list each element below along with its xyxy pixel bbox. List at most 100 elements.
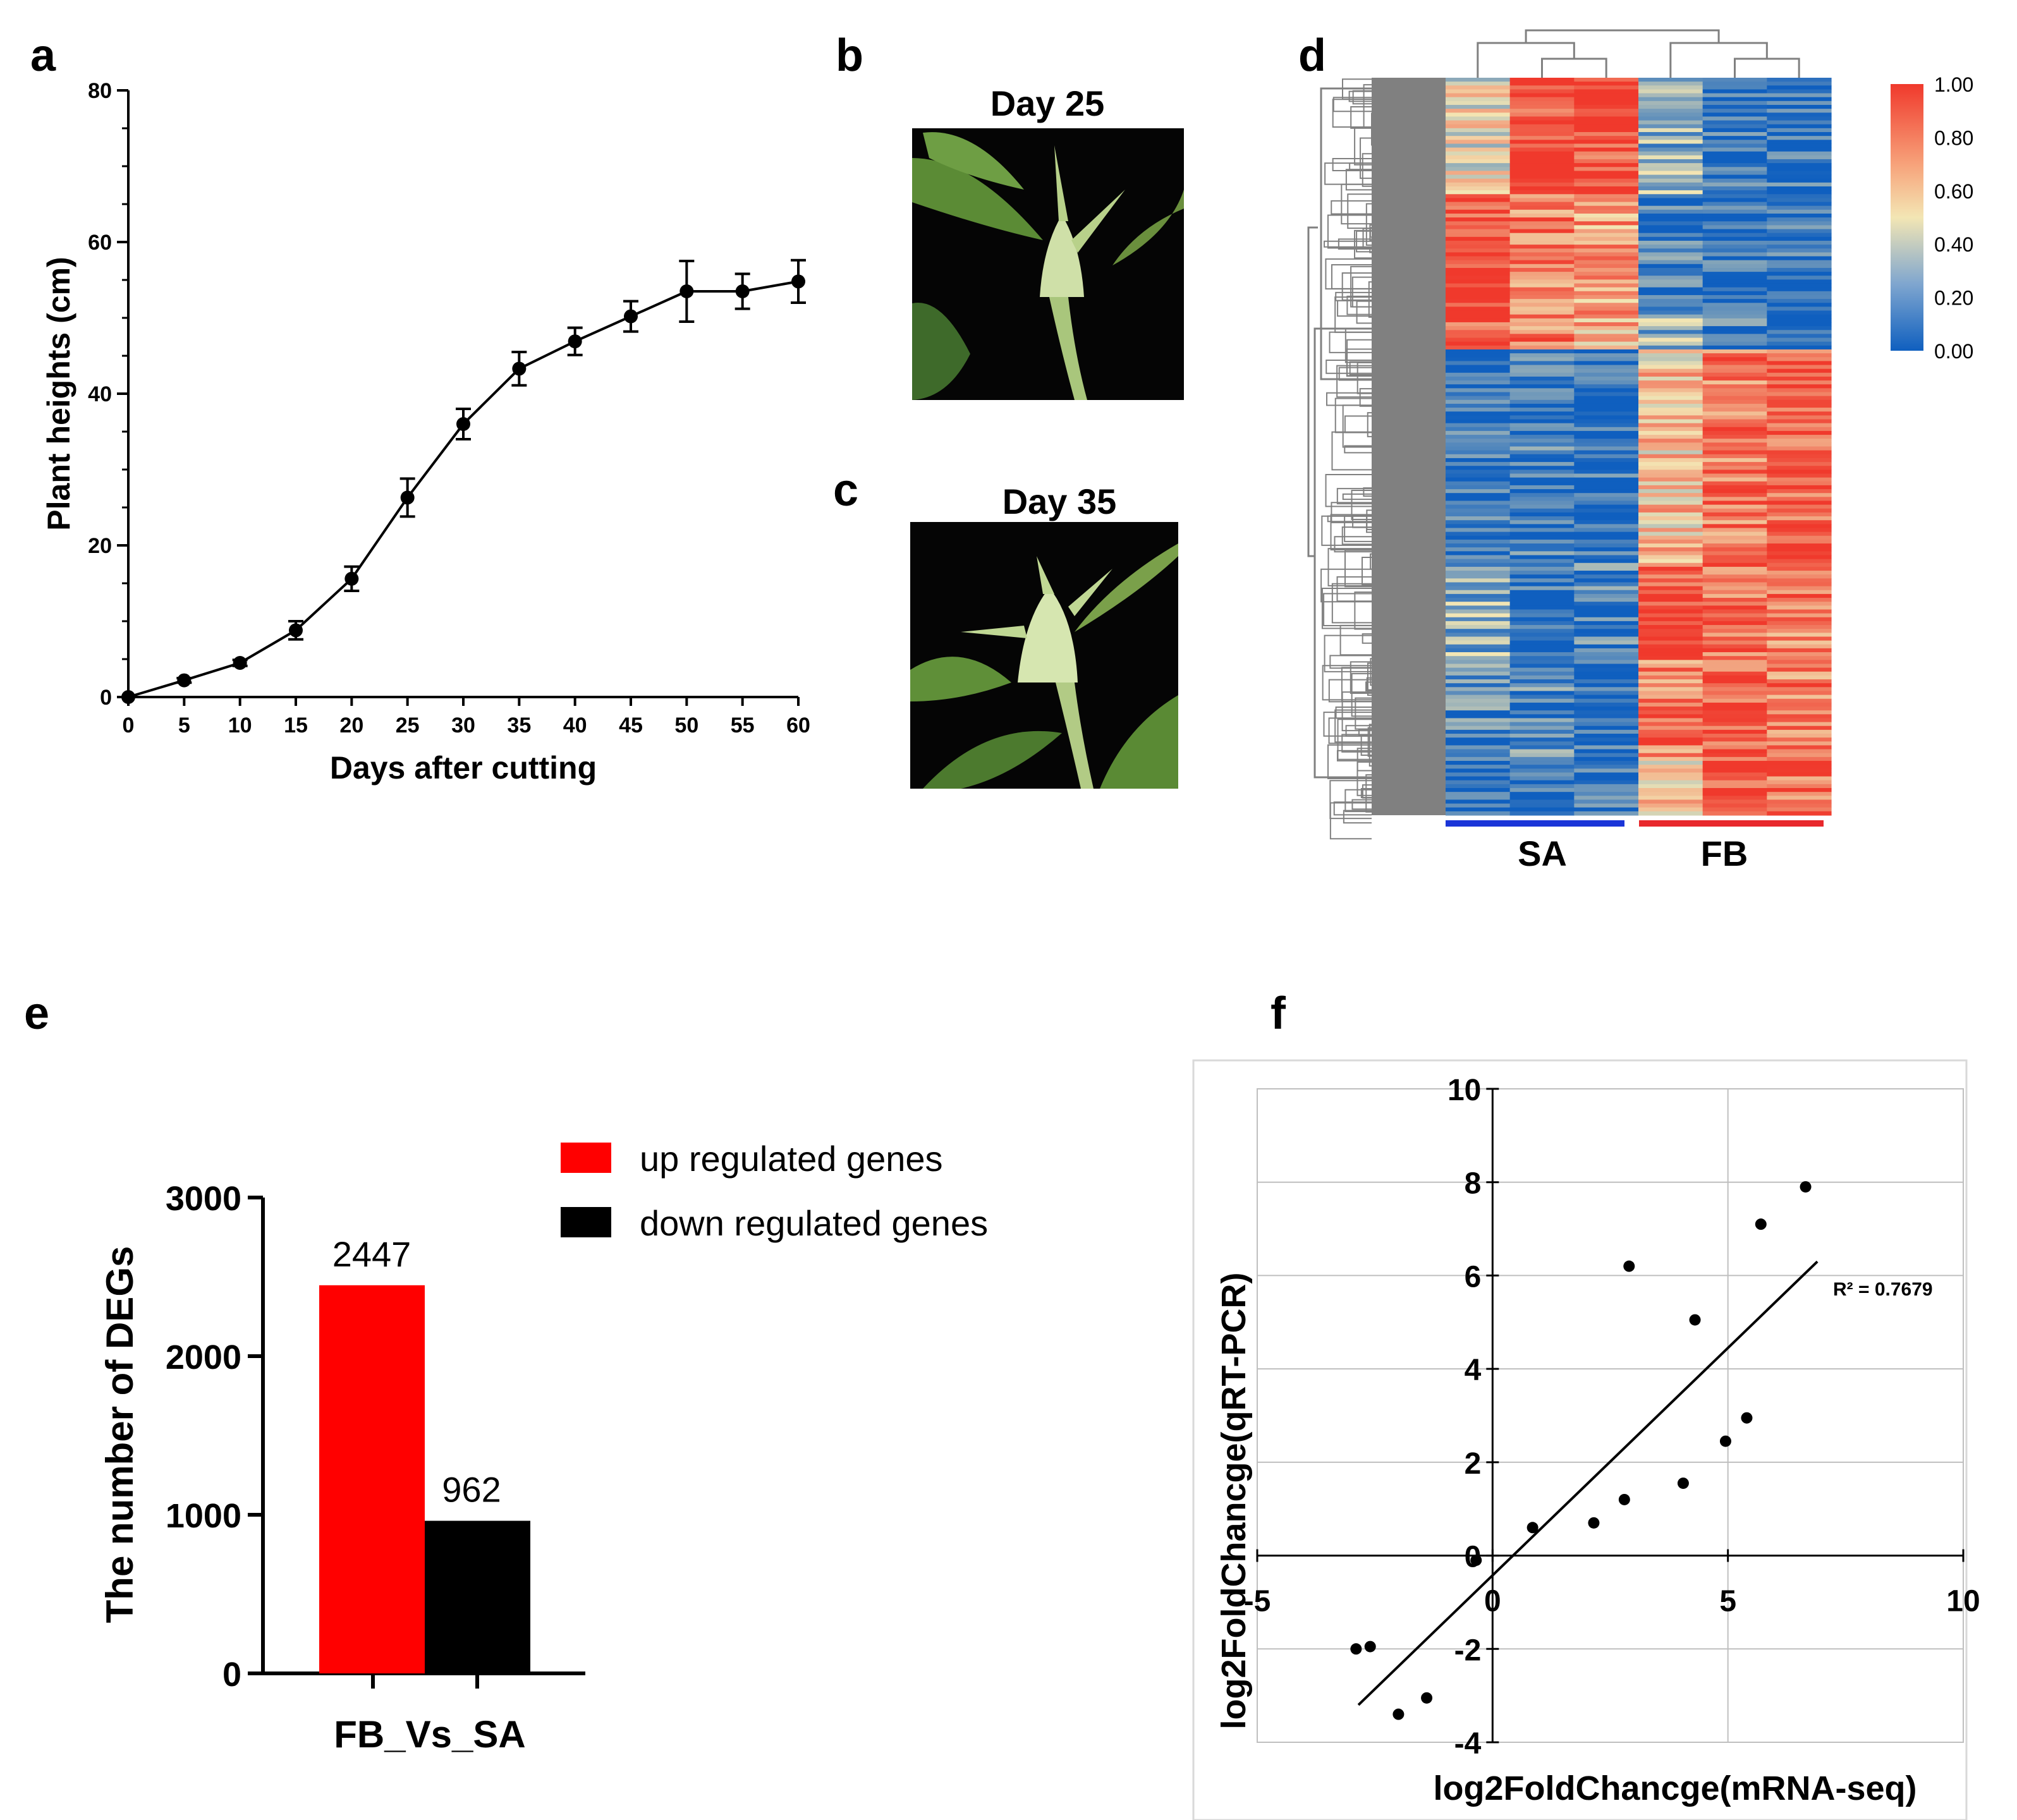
heatmap-cell <box>1767 163 1832 167</box>
heatmap-cell <box>1446 633 1511 638</box>
scatter-point <box>1689 1314 1701 1326</box>
heatmap-cell <box>1767 473 1832 478</box>
heatmap-cell <box>1446 283 1511 288</box>
heatmap-cell <box>1446 729 1511 734</box>
bud-spike-1 <box>1054 145 1068 221</box>
heatmap-cell <box>1509 516 1575 521</box>
heatmap-cell <box>1446 403 1511 408</box>
heatmap-cell <box>1638 287 1703 292</box>
heatmap-cell <box>1574 625 1639 629</box>
heatmap-cell <box>1638 500 1703 506</box>
dendrogram-branch <box>1525 29 1720 43</box>
heatmap-cell <box>1702 598 1767 602</box>
dendrogram-branch <box>1325 360 1372 374</box>
heatmap-cell <box>1767 303 1832 307</box>
heatmap-cell <box>1509 337 1575 343</box>
heatmap-cell <box>1574 707 1639 711</box>
heatmap-cell <box>1767 664 1832 669</box>
heatmap-cell <box>1574 749 1639 754</box>
heatmap-cell <box>1767 291 1832 296</box>
panel-label-b: b <box>836 30 863 81</box>
heatmap-cell <box>1702 609 1767 614</box>
heatmap-cell <box>1767 539 1832 544</box>
heatmap-cell <box>1574 151 1639 156</box>
heatmap-cell <box>1702 664 1767 669</box>
heatmap-cell <box>1574 435 1639 439</box>
heatmap-cell <box>1702 202 1767 207</box>
heatmap-cell <box>1767 159 1832 164</box>
heatmap-cell <box>1509 799 1575 804</box>
heatmap-cell <box>1638 473 1703 478</box>
heatmap-cell <box>1702 171 1767 176</box>
heatmap-cell <box>1446 330 1511 334</box>
heatmap-cell <box>1638 466 1703 470</box>
heatmap-cell <box>1638 551 1703 556</box>
heatmap-cell <box>1509 543 1575 548</box>
heatmap-cell <box>1638 299 1703 303</box>
heatmap-cell <box>1446 772 1511 777</box>
heatmap-cell <box>1702 396 1767 401</box>
heatmap-cell <box>1446 784 1511 789</box>
scatter-point <box>1364 1641 1376 1653</box>
heatmap-cell <box>1638 326 1703 331</box>
heatmap-cell <box>1702 353 1767 358</box>
heatmap-cell <box>1509 78 1575 82</box>
heatmap-cell <box>1702 276 1767 280</box>
heatmap-cell <box>1767 388 1832 393</box>
heatmap-cell <box>1446 644 1511 649</box>
heatmap-cell <box>1509 198 1575 203</box>
heatmap-cell <box>1446 419 1511 424</box>
heatmap-cell <box>1446 586 1511 591</box>
heatmap-cell <box>1574 131 1639 136</box>
heatmap-cell <box>1638 516 1703 521</box>
heatmap-cell <box>1638 124 1703 129</box>
heatmap-cell <box>1702 811 1767 816</box>
y-axis-title: log2FoldChancge(qRT-PCR) <box>1215 1273 1253 1730</box>
heatmap-cell <box>1638 252 1703 257</box>
dendrogram-branch <box>1361 557 1372 586</box>
heatmap-cell <box>1574 240 1639 245</box>
heatmap-cell <box>1574 283 1639 288</box>
heatmap-cell <box>1767 640 1832 645</box>
heatmap-cell <box>1509 605 1575 610</box>
heatmap-cell <box>1446 765 1511 769</box>
heatmap-cell <box>1638 82 1703 86</box>
heatmap-cell <box>1702 388 1767 393</box>
heatmap-cell <box>1767 508 1832 513</box>
heatmap-cell <box>1446 399 1511 404</box>
heatmap-cell <box>1574 598 1639 602</box>
scatter-point <box>1719 1435 1731 1447</box>
heatmap-cell <box>1767 679 1832 684</box>
heatmap-cell <box>1638 392 1703 397</box>
heatmap-cell <box>1638 543 1703 548</box>
heatmap-cell <box>1702 205 1767 210</box>
heatmap-cell <box>1574 276 1639 280</box>
dendrogram-branch <box>1734 58 1800 78</box>
heatmap-cell <box>1638 481 1703 486</box>
heatmap-cell <box>1446 143 1511 149</box>
y-tick-label: -2 <box>1454 1634 1482 1667</box>
heatmap-cell <box>1509 586 1575 591</box>
y-tick-label: 3000 <box>166 1180 241 1218</box>
heatmap-cell <box>1446 776 1511 781</box>
heatmap-cell <box>1574 368 1639 373</box>
heatmap-cell <box>1638 702 1703 707</box>
heatmap-cell <box>1446 450 1511 455</box>
heatmap-cell <box>1767 384 1832 389</box>
heatmap-cell <box>1509 427 1575 432</box>
heatmap-cell <box>1638 217 1703 222</box>
heatmap-cell <box>1574 396 1639 401</box>
dendrogram-branch <box>1363 487 1372 497</box>
heatmap-cell <box>1767 500 1832 506</box>
heatmap-cell <box>1509 334 1575 339</box>
dendrogram-branch <box>1329 655 1372 669</box>
heatmap-cell <box>1509 593 1575 598</box>
heatmap-cell <box>1509 551 1575 556</box>
heatmap-cell <box>1638 155 1703 160</box>
heatmap-cell <box>1446 120 1511 125</box>
heatmap-cell <box>1509 236 1575 241</box>
heatmap-cell <box>1574 695 1639 700</box>
dendrogram-branch <box>1327 548 1372 586</box>
scatter-point <box>1350 1643 1362 1655</box>
heatmap-cell <box>1767 318 1832 323</box>
